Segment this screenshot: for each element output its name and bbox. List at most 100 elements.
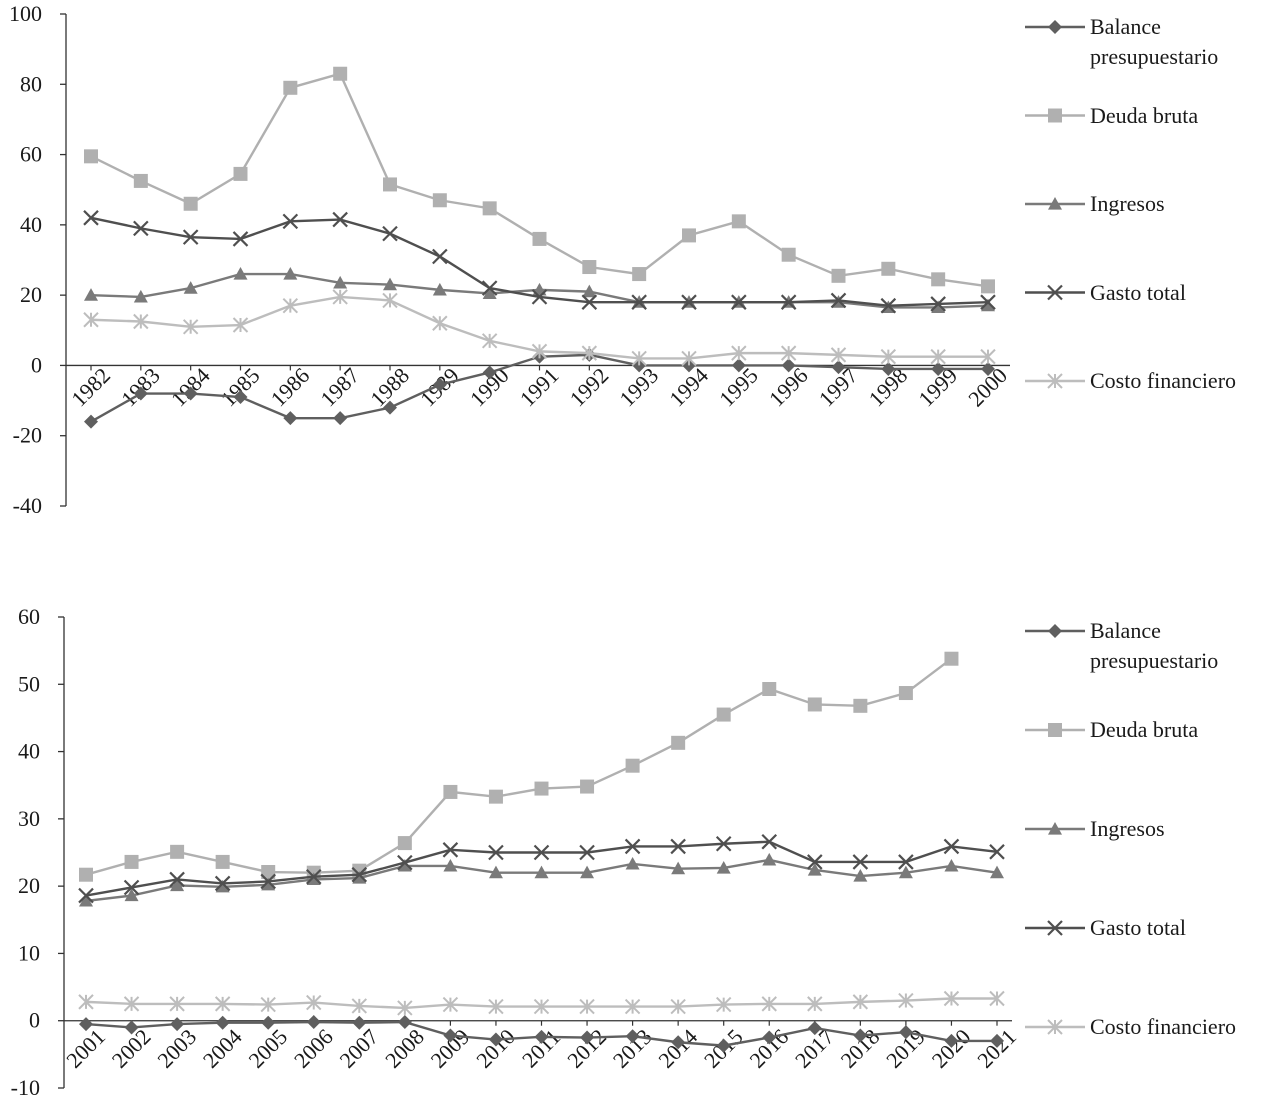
y-tick-label: -10 bbox=[11, 1075, 40, 1097]
marker-asterisk bbox=[442, 996, 459, 1013]
marker-triangle bbox=[625, 856, 640, 870]
legend-label: Deuda bruta bbox=[1090, 717, 1199, 742]
marker-x bbox=[442, 842, 459, 858]
legend-label: Gasto total bbox=[1090, 279, 1186, 305]
marker-x bbox=[1047, 284, 1063, 301]
marker-x bbox=[1047, 920, 1063, 936]
marker-diamond bbox=[944, 1033, 959, 1048]
marker-triangle bbox=[432, 282, 447, 296]
marker-asterisk bbox=[182, 319, 199, 335]
x-tick-label: 2021 bbox=[972, 1024, 1021, 1073]
marker-x bbox=[382, 225, 398, 242]
marker-square bbox=[1048, 108, 1062, 123]
marker-asterisk bbox=[533, 998, 550, 1015]
marker-asterisk bbox=[681, 350, 697, 367]
marker-square bbox=[443, 784, 458, 799]
marker-square bbox=[981, 279, 995, 294]
marker-asterisk bbox=[432, 315, 448, 331]
marker-x bbox=[123, 879, 140, 896]
marker-diamond bbox=[625, 1029, 640, 1044]
marker-x bbox=[83, 210, 99, 226]
marker-square bbox=[853, 698, 868, 713]
marker-triangle bbox=[306, 872, 321, 886]
marker-square bbox=[762, 681, 777, 696]
legend-label: Deuda bruta bbox=[1090, 102, 1199, 128]
marker-x bbox=[232, 231, 249, 247]
marker-asterisk bbox=[83, 312, 99, 328]
marker-triangle bbox=[215, 879, 230, 893]
marker-diamond bbox=[990, 1033, 1004, 1048]
y-tick-label: 50 bbox=[18, 671, 40, 696]
y-tick-label: -20 bbox=[13, 423, 42, 448]
marker-triangle bbox=[671, 861, 686, 875]
marker-asterisk bbox=[232, 317, 249, 333]
marker-triangle bbox=[333, 275, 348, 289]
marker-diamond bbox=[534, 1029, 549, 1044]
marker-diamond bbox=[1048, 624, 1062, 638]
marker-asterisk bbox=[1047, 373, 1063, 389]
legend-label: Gasto total bbox=[1090, 915, 1186, 940]
marker-triangle bbox=[1048, 197, 1062, 210]
marker-triangle bbox=[397, 858, 412, 872]
marker-square bbox=[831, 268, 846, 283]
x-tick-label: 1982 bbox=[66, 363, 115, 412]
marker-square bbox=[881, 261, 896, 276]
marker-asterisk bbox=[761, 996, 777, 1012]
marker-x bbox=[579, 844, 595, 861]
marker-square bbox=[283, 80, 298, 95]
x-tick-label: 2005 bbox=[243, 1024, 292, 1073]
marker-diamond bbox=[306, 1015, 321, 1030]
marker-diamond bbox=[981, 361, 995, 376]
marker-square bbox=[532, 231, 547, 246]
series-line bbox=[85, 657, 953, 876]
marker-diamond bbox=[853, 1028, 868, 1043]
marker-square bbox=[383, 177, 397, 192]
marker-diamond bbox=[79, 1017, 93, 1032]
marker-diamond bbox=[397, 1015, 412, 1030]
marker-asterisk bbox=[214, 996, 231, 1012]
marker-x bbox=[169, 871, 185, 888]
marker-square bbox=[716, 707, 731, 722]
marker-x bbox=[624, 838, 641, 855]
marker-x bbox=[943, 838, 960, 855]
marker-asterisk bbox=[78, 994, 94, 1010]
x-tick-label: 2008 bbox=[380, 1024, 429, 1073]
marker-asterisk bbox=[898, 992, 914, 1009]
y-tick-label: 100 bbox=[9, 1, 42, 26]
marker-square bbox=[133, 173, 148, 188]
marker-triangle bbox=[898, 865, 913, 879]
marker-x bbox=[531, 289, 548, 305]
marker-x bbox=[214, 875, 231, 892]
marker-square bbox=[397, 836, 412, 851]
marker-diamond bbox=[215, 1015, 230, 1030]
marker-diamond bbox=[170, 1017, 185, 1032]
marker-square bbox=[333, 66, 348, 81]
marker-diamond bbox=[261, 1015, 276, 1030]
marker-square bbox=[432, 193, 447, 208]
marker-triangle bbox=[352, 871, 367, 884]
marker-x bbox=[780, 294, 797, 310]
marker-x bbox=[133, 220, 149, 237]
marker-x bbox=[852, 854, 869, 870]
marker-triangle bbox=[482, 286, 497, 299]
x-tick-label: 2003 bbox=[152, 1024, 201, 1073]
marker-triangle bbox=[133, 289, 148, 303]
marker-asterisk bbox=[989, 990, 1005, 1007]
marker-diamond bbox=[881, 361, 896, 376]
y-tick-label: 80 bbox=[20, 71, 42, 96]
marker-asterisk bbox=[579, 998, 595, 1015]
marker-triangle bbox=[79, 893, 93, 907]
marker-square bbox=[124, 854, 139, 869]
marker-diamond bbox=[1048, 20, 1062, 34]
marker-asterisk bbox=[1047, 1019, 1063, 1035]
marker-x bbox=[533, 844, 550, 861]
marker-square bbox=[183, 196, 198, 211]
marker-diamond bbox=[133, 386, 148, 401]
marker-x bbox=[807, 854, 823, 870]
marker-asterisk bbox=[332, 289, 348, 305]
marker-asterisk bbox=[397, 1000, 413, 1016]
marker-triangle bbox=[283, 267, 298, 280]
marker-square bbox=[233, 166, 248, 181]
marker-asterisk bbox=[169, 996, 185, 1012]
